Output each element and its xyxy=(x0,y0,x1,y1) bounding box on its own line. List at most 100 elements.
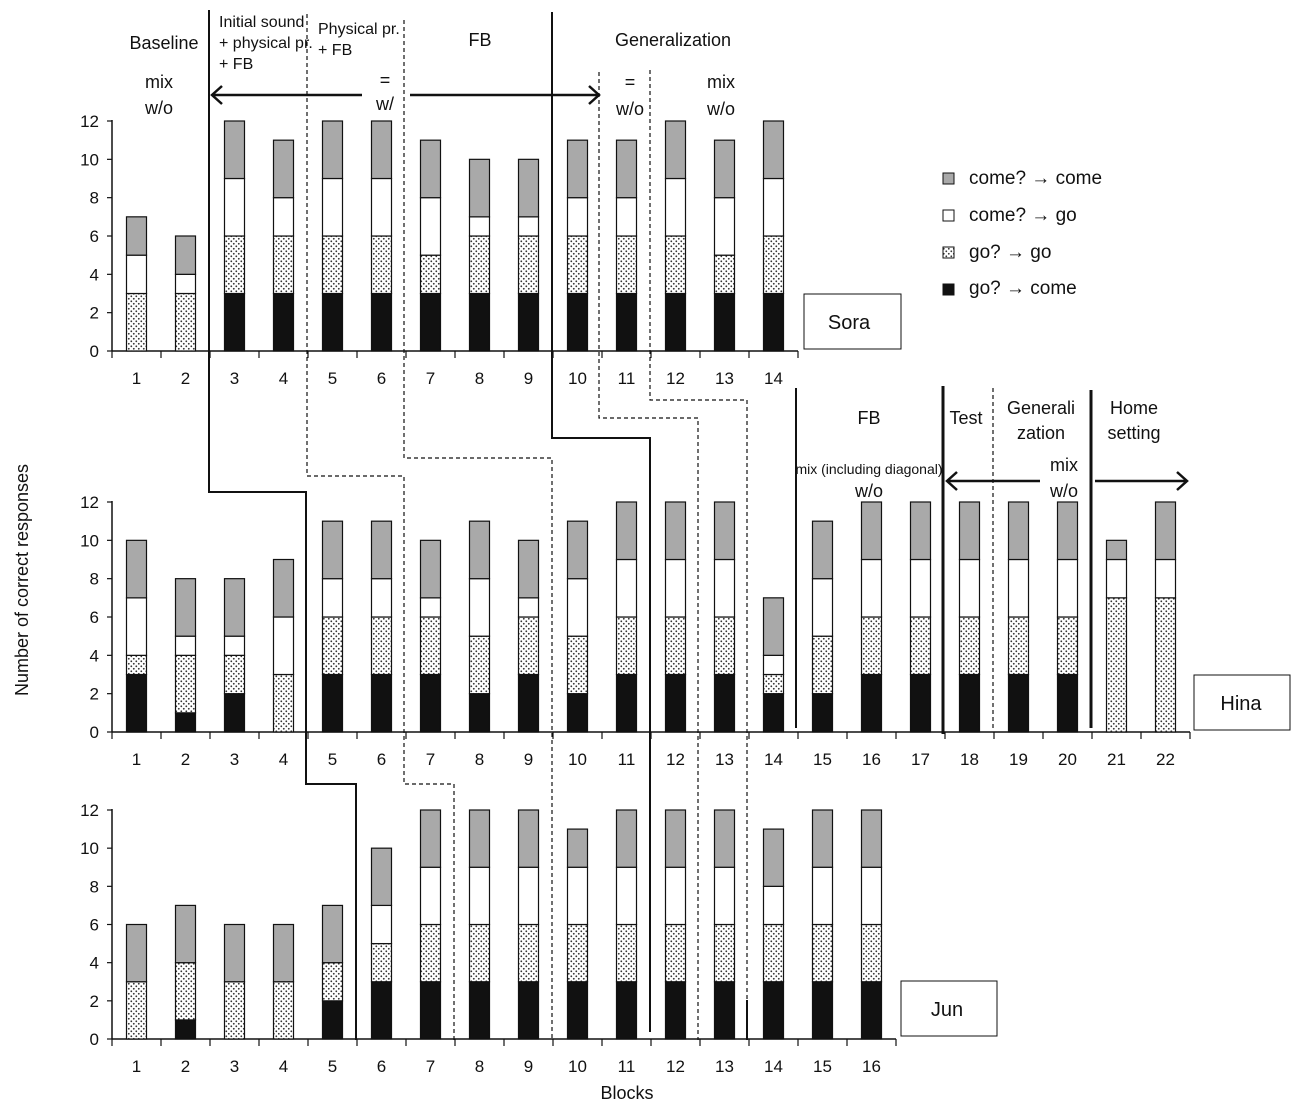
bar-jun-cg-11 xyxy=(615,866,638,926)
bar-hina-gg-8 xyxy=(468,635,491,695)
bar-jun-gg-6 xyxy=(370,942,393,983)
bar-hina-cc-3 xyxy=(223,578,246,637)
y-tick-label-hina: 2 xyxy=(90,685,99,704)
x-tick-label-hina: 12 xyxy=(666,750,685,769)
x-tick-label-jun: 8 xyxy=(475,1057,484,1076)
bar-sora-gg-8 xyxy=(468,235,491,295)
bar-sora-gc-11 xyxy=(615,292,638,352)
ann-mix-diagonal: mix (including diagonal) xyxy=(795,461,942,477)
ann-wo-d: w/o xyxy=(854,481,883,501)
bar-hina-cg-16 xyxy=(860,558,883,618)
bar-hina-gc-20 xyxy=(1056,673,1079,733)
bar-hina-cg-13 xyxy=(713,558,736,618)
dashed-eq xyxy=(598,72,699,1040)
bar-jun-gg-14 xyxy=(762,923,785,983)
x-tick-label-sora: 5 xyxy=(328,369,337,388)
ann-generalization: Generalization xyxy=(615,30,731,50)
bar-jun-gc-9 xyxy=(517,981,540,1040)
bar-sora-cg-10 xyxy=(566,197,589,237)
bar-jun-cg-16 xyxy=(860,866,883,926)
bar-sora-gc-10 xyxy=(566,292,589,352)
ann-home-2: setting xyxy=(1107,423,1160,443)
bar-sora-cc-2 xyxy=(174,235,197,275)
arrow-hina-left xyxy=(945,471,1040,491)
bar-hina-cg-12 xyxy=(664,558,687,618)
bar-hina-gc-1 xyxy=(125,673,148,733)
ann-wo-c: w/o xyxy=(706,99,735,119)
y-tick-label-jun: 6 xyxy=(90,916,99,935)
bar-hina-gg-2 xyxy=(174,654,197,714)
bar-hina-cc-22 xyxy=(1154,501,1177,561)
bar-sora-cc-3 xyxy=(223,120,246,180)
condition-arrows xyxy=(210,85,1189,491)
ann-initial-sound-3: + FB xyxy=(219,56,253,73)
bar-jun-cc-3 xyxy=(223,923,246,983)
bar-jun-gg-13 xyxy=(713,923,736,983)
x-tick-label-hina: 7 xyxy=(426,750,435,769)
bar-sora-gg-10 xyxy=(566,235,589,295)
x-tick-label-jun: 16 xyxy=(862,1057,881,1076)
y-tick-label-sora: 10 xyxy=(80,150,99,169)
x-tick-label-hina: 20 xyxy=(1058,750,1077,769)
bar-jun-cg-13 xyxy=(713,866,736,926)
x-tick-label-jun: 9 xyxy=(524,1057,533,1076)
bar-sora-cg-2 xyxy=(174,273,197,295)
bar-hina-gg-18 xyxy=(958,616,981,676)
arrow-left-w xyxy=(210,85,362,105)
x-tick-label-hina: 8 xyxy=(475,750,484,769)
bar-hina-gg-15 xyxy=(811,635,834,695)
bar-hina-cc-11 xyxy=(615,501,638,561)
y-tick-label-jun: 0 xyxy=(90,1030,99,1049)
bar-hina-gc-11 xyxy=(615,673,638,733)
ann-home-1: Home xyxy=(1110,398,1158,418)
bar-jun-gg-1 xyxy=(125,981,148,1040)
bar-sora-cg-7 xyxy=(419,197,442,256)
bar-sora-gc-9 xyxy=(517,292,540,352)
x-tick-label-sora: 13 xyxy=(715,369,734,388)
bar-jun-cc-2 xyxy=(174,904,197,964)
annotations: Baseline mix w/o Initial sound + physica… xyxy=(129,14,1160,501)
bar-sora-cc-4 xyxy=(272,139,295,199)
bar-sora-gg-2 xyxy=(174,292,197,352)
x-tick-label-hina: 15 xyxy=(813,750,832,769)
bar-hina-cg-10 xyxy=(566,578,589,637)
dashed-physical xyxy=(306,14,455,1040)
y-tick-label-sora: 6 xyxy=(90,227,99,246)
ann-wo-e: w/o xyxy=(1049,481,1078,501)
bar-jun-gc-7 xyxy=(419,981,442,1040)
bar-hina-gg-4 xyxy=(272,673,295,733)
participant-label-sora: Sora xyxy=(828,312,871,334)
y-tick-label-hina: 4 xyxy=(90,646,99,665)
participant-labels: Sora Hina Jun xyxy=(803,293,1291,1037)
x-tick-label-jun: 1 xyxy=(132,1057,141,1076)
bar-sora-gg-9 xyxy=(517,235,540,295)
bar-sora-cg-3 xyxy=(223,177,246,237)
phase-lines xyxy=(208,10,1093,1040)
x-tick-label-sora: 4 xyxy=(279,369,288,388)
bar-sora-cg-9 xyxy=(517,216,540,237)
x-tick-label-jun: 11 xyxy=(618,1057,636,1076)
bar-sora-cg-4 xyxy=(272,197,295,237)
bar-hina-cc-1 xyxy=(125,539,148,599)
bar-hina-gc-12 xyxy=(664,673,687,733)
bar-jun-cg-10 xyxy=(566,866,589,926)
bar-hina-gg-9 xyxy=(517,616,540,676)
bar-jun-cc-12 xyxy=(664,809,687,868)
legend-label-gc: go? → come xyxy=(969,278,1077,299)
bar-sora-gc-7 xyxy=(419,292,442,352)
bar-hina-gc-5 xyxy=(321,673,344,733)
bar-hina-gg-19 xyxy=(1007,616,1030,676)
bar-hina-gc-3 xyxy=(223,693,246,733)
x-tick-label-hina: 5 xyxy=(328,750,337,769)
bar-jun-gc-14 xyxy=(762,981,785,1040)
bar-hina-cg-21 xyxy=(1105,558,1128,599)
bar-sora-gc-5 xyxy=(321,292,344,352)
bar-jun-cc-1 xyxy=(125,923,148,983)
bar-jun-cc-7 xyxy=(419,809,442,868)
bar-hina-cg-4 xyxy=(272,616,295,676)
bar-jun-gg-15 xyxy=(811,923,834,983)
arrow-right-w xyxy=(410,85,601,105)
bar-hina-gc-16 xyxy=(860,673,883,733)
bar-hina-cc-19 xyxy=(1007,501,1030,561)
